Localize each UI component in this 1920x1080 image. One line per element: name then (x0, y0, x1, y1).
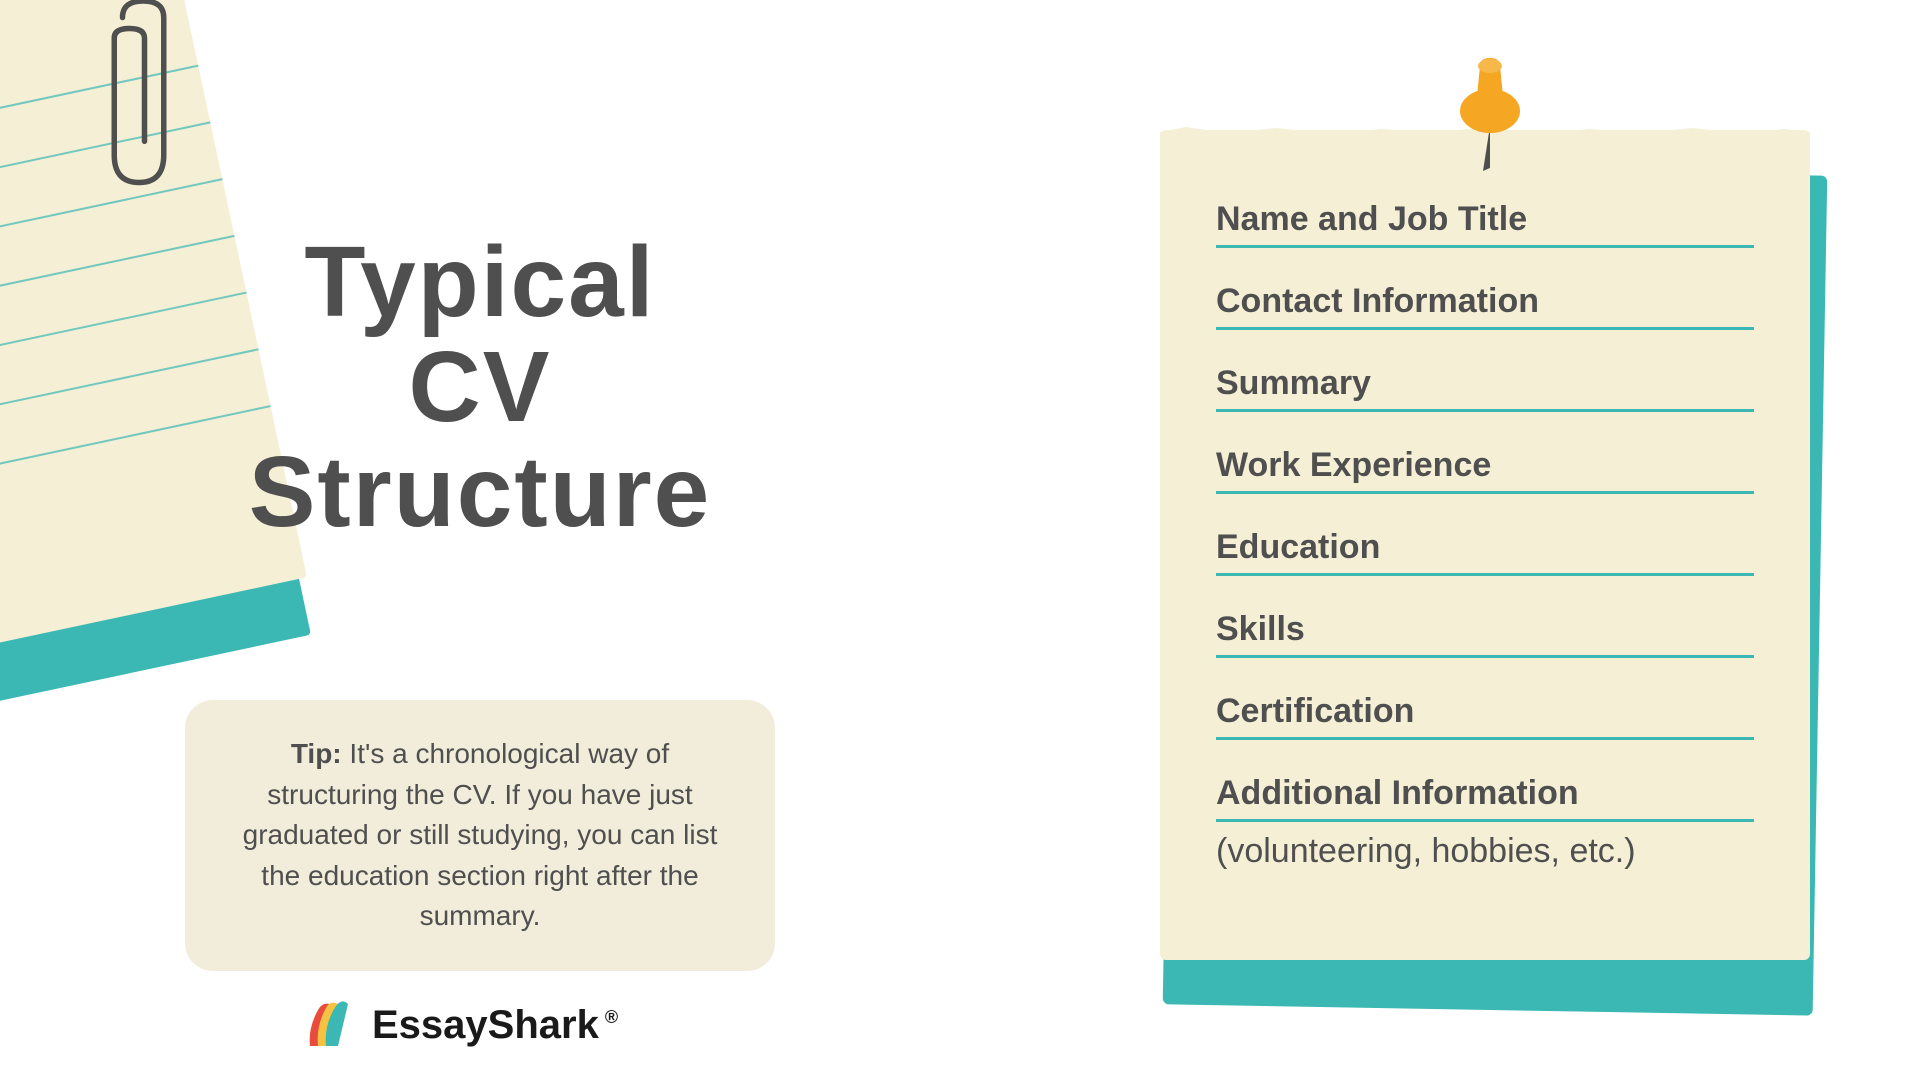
heading-line-2: CV (170, 335, 790, 440)
tip-label: Tip: (291, 738, 342, 769)
pushpin-icon (1445, 56, 1535, 176)
cv-item: Skills (1216, 610, 1754, 658)
paperclip-icon (70, 0, 230, 210)
heading-line-1: Typical (170, 230, 790, 335)
cv-item: Contact Information (1216, 282, 1754, 330)
logo-registered: ® (605, 1007, 618, 1027)
logo: EssayShark® (300, 998, 618, 1052)
tip-box: Tip: It's a chronological way of structu… (185, 700, 775, 971)
cv-item: Work Experience (1216, 446, 1754, 494)
cv-item: Summary (1216, 364, 1754, 412)
cv-item: Name and Job Title (1216, 200, 1754, 248)
logo-icon (300, 998, 354, 1052)
cv-item: Education (1216, 528, 1754, 576)
heading-line-3: Structure (170, 440, 790, 545)
cv-subtext: (volunteering, hobbies, etc.) (1216, 832, 1754, 871)
logo-text: EssayShark® (372, 1003, 618, 1048)
cv-item: Certification (1216, 692, 1754, 740)
cv-item: Additional Information (1216, 774, 1754, 822)
sticky-note: Name and Job Title Contact Information S… (1160, 130, 1810, 960)
page-title: Typical CV Structure (170, 230, 790, 545)
